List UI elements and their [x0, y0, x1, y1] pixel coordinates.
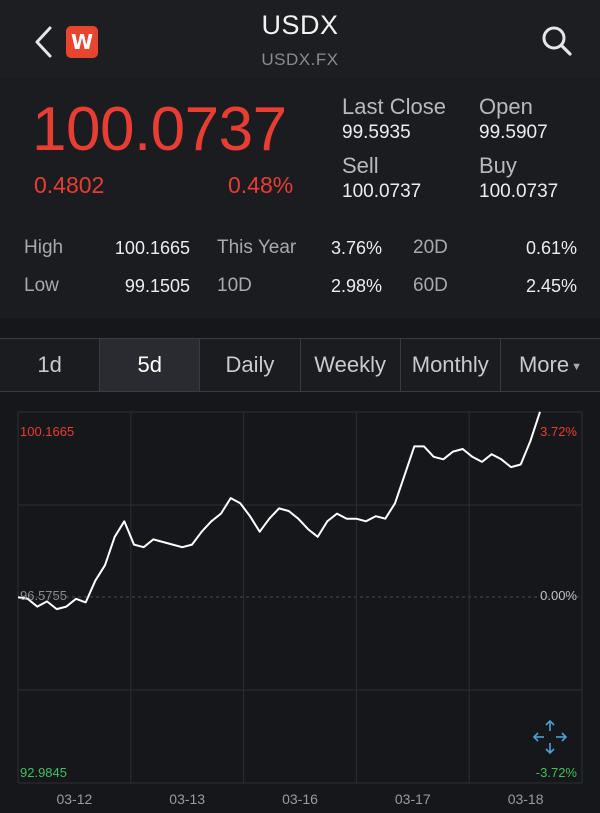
tab-weekly-label: Weekly [314, 352, 386, 377]
60d-value: 2.45% [525, 276, 577, 296]
high-label: High [24, 237, 64, 258]
price-change-percent: 0.48% [228, 172, 294, 198]
buy-value: 100.0737 [479, 181, 559, 202]
pct-min-label: -3.72% [536, 765, 578, 780]
buy-label: Buy [479, 153, 517, 178]
chart-grid [17, 411, 583, 784]
tab-monthly[interactable]: Monthly [401, 339, 501, 391]
current-price: 100.0737 [32, 95, 287, 164]
back-chevron-icon[interactable] [30, 24, 60, 60]
period-tabs: 1d 5d Daily Weekly Monthly More ▼ [0, 338, 600, 392]
x-tick-label: 03-17 [395, 791, 431, 807]
x-tick-label: 03-12 [56, 791, 92, 807]
high-value: 100.1665 [114, 238, 190, 258]
tab-1d-label: 1d [37, 352, 62, 377]
tab-more[interactable]: More ▼ [501, 339, 600, 391]
tab-5d-label: 5d [137, 352, 162, 377]
tab-daily[interactable]: Daily [200, 339, 301, 391]
pct-mid-label: 0.00% [540, 588, 577, 603]
10d-value: 2.98% [330, 276, 382, 296]
tab-monthly-label: Monthly [411, 352, 489, 377]
10d-label: 10D [217, 275, 252, 296]
y-max-label: 100.1665 [20, 424, 74, 439]
x-tick-label: 03-18 [508, 791, 544, 807]
pct-max-label: 3.72% [540, 424, 577, 439]
tab-more-label: More [518, 352, 570, 377]
this-year-label: This Year [217, 237, 297, 258]
last-close-label: Last Close [342, 94, 446, 119]
sell-value: 100.0737 [342, 181, 422, 202]
sell-label: Sell [342, 153, 379, 178]
y-min-label: 92.9845 [20, 765, 67, 780]
x-tick-label: 03-13 [169, 791, 205, 807]
low-label: Low [24, 275, 59, 296]
tab-5d[interactable]: 5d [100, 339, 201, 391]
20d-value: 0.61% [525, 238, 577, 258]
search-icon[interactable] [540, 24, 574, 58]
price-change: 0.4802 [34, 172, 105, 198]
x-axis-ticks: 03-12 03-13 03-16 03-17 03-18 [56, 791, 543, 807]
page-title: USDX [261, 10, 339, 40]
open-value: 99.5907 [479, 122, 548, 143]
quote-panel [0, 78, 600, 318]
top-bar [0, 0, 600, 78]
caret-down-icon: ▼ [571, 361, 582, 373]
expand-icon[interactable] [532, 719, 568, 755]
low-value: 99.1505 [124, 276, 190, 296]
tab-1d[interactable]: 1d [0, 339, 101, 391]
tab-daily-label: Daily [225, 352, 275, 377]
price-line [17, 411, 541, 611]
price-chart[interactable]: 100.1665 96.5755 92.9845 3.72% 0.00% -3.… [0, 400, 600, 813]
x-tick-label: 03-16 [282, 791, 318, 807]
y-mid-label: 96.5755 [20, 588, 67, 603]
tab-weekly[interactable]: Weekly [301, 339, 401, 391]
last-close-value: 99.5935 [342, 122, 411, 143]
20d-label: 20D [413, 237, 448, 258]
app-logo-icon: W [66, 26, 98, 58]
open-label: Open [479, 94, 533, 119]
page-subtitle: USDX.FX [261, 50, 339, 69]
this-year-value: 3.76% [330, 238, 382, 258]
60d-label: 60D [413, 275, 448, 296]
